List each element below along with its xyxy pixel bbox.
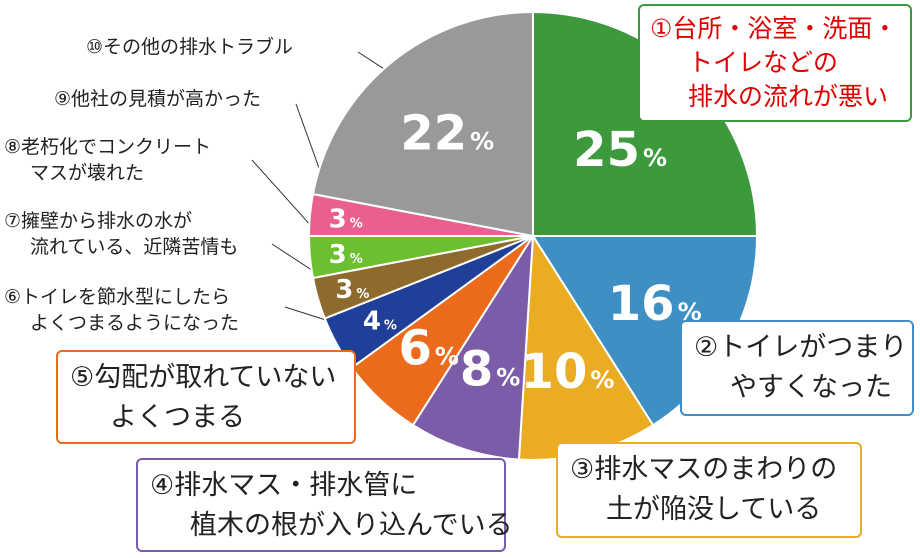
category-label-9-line-1: ⑨他社の見積が高かった: [54, 88, 262, 110]
percent-value: 16: [608, 276, 675, 332]
category-label-2-line-2: やすくなった: [730, 372, 892, 403]
category-label-1: ①台所・浴室・洗面・ トイレなどの 排水の流れが悪い: [638, 4, 912, 122]
percent-sign: %: [350, 217, 363, 232]
category-label-8: ⑧老朽化でコンクリート マスが壊れた: [4, 134, 211, 186]
pie-slice-2-percent-label: 16%: [608, 276, 702, 332]
percent-sign: %: [435, 342, 459, 370]
pie-slices: [307, 10, 759, 461]
pie-slice-8-percent-label: 3%: [329, 240, 363, 270]
category-label-6-line-2: よくつまるようになった: [30, 312, 240, 334]
pie-slice-10: [311, 10, 534, 238]
percent-value: 8: [460, 341, 493, 397]
category-label-3-line-1: ③排水マスのまわりの: [570, 454, 838, 485]
category-label-9: ⑨他社の見積が高かった: [54, 86, 261, 112]
category-label-1-line-2: トイレなどの: [688, 48, 839, 77]
percent-value: 6: [398, 320, 431, 376]
pie-slice-10-percent-label: 22%: [400, 106, 494, 162]
pie-slice-7-percent-label: 3%: [335, 275, 369, 305]
pie-slice-6-percent-label: 4%: [363, 307, 397, 337]
percent-value: 22: [400, 106, 467, 162]
percent-labels: 25 %16 %10 %8 %6 %4 %3 %3 %3 %22%: [329, 106, 702, 400]
category-label-6: ⑥トイレを節水型にしたら よくつまるようになった: [4, 284, 239, 336]
pie-slice-3-percent-label: 10%: [521, 344, 615, 400]
category-label-4: ④排水マス・排水管に 植木の根が入り込んでいる: [136, 458, 513, 552]
category-label-3-line-2: 土が陥没している: [606, 494, 822, 525]
percent-value: 10: [521, 344, 588, 400]
category-label-8-line-2: マスが壊れた: [30, 162, 145, 184]
category-label-4-line-1: ④排水マス・排水管に: [150, 470, 418, 501]
category-label-7-line-1: ⑦擁壁から排水の水が: [4, 210, 193, 232]
pie-slice-4: [411, 235, 534, 461]
percent-value: 3: [335, 275, 353, 305]
category-label-2: ②トイレがつまり やすくなった: [680, 320, 914, 416]
category-label-5: ⑤勾配が取れていない よくつまる: [56, 350, 356, 444]
percent-sign: %: [350, 252, 363, 267]
percent-sign: %: [496, 363, 520, 391]
percent-value: 3: [329, 205, 347, 235]
category-label-10: ⑩その他の排水トラブル: [86, 34, 293, 60]
percent-sign: %: [643, 144, 667, 172]
category-label-10-line-1: ⑩その他の排水トラブル: [86, 36, 294, 58]
category-label-5-line-1: ⑤勾配が取れていない: [70, 362, 337, 393]
percent-value: 3: [329, 240, 347, 270]
percent-sign: %: [470, 128, 494, 156]
percent-sign: %: [384, 319, 397, 334]
category-label-3: ③排水マスのまわりの 土が陥没している: [556, 442, 862, 538]
category-label-1-line-3: 排水の流れが悪い: [688, 82, 889, 111]
pie-slice-4-percent-label: 8%: [460, 341, 520, 397]
category-label-8-line-1: ⑧老朽化でコンクリート: [4, 136, 212, 158]
category-label-7: ⑦擁壁から排水の水が 流れている、近隣苦情も: [4, 208, 238, 260]
percent-sign: %: [356, 287, 369, 302]
percent-value: 4: [363, 307, 381, 337]
category-label-1-line-1: ①台所・浴室・洗面・: [650, 14, 898, 43]
category-label-2-line-1: ②トイレがつまり: [694, 332, 908, 363]
category-label-4-line-2: 植木の根が入り込んでいる: [190, 510, 513, 541]
category-label-7-line-2: 流れている、近隣苦情も: [30, 236, 239, 258]
percent-value: 25: [573, 122, 640, 178]
category-label-5-line-2: よくつまる: [110, 402, 245, 433]
pie-slice-5-percent-label: 6%: [398, 320, 458, 376]
category-label-6-line-1: ⑥トイレを節水型にしたら: [4, 286, 231, 308]
pie-slice-9-percent-label: 3%: [329, 205, 363, 235]
percent-sign: %: [590, 366, 614, 394]
pie-slice-1-percent-label: 25%: [573, 122, 667, 178]
